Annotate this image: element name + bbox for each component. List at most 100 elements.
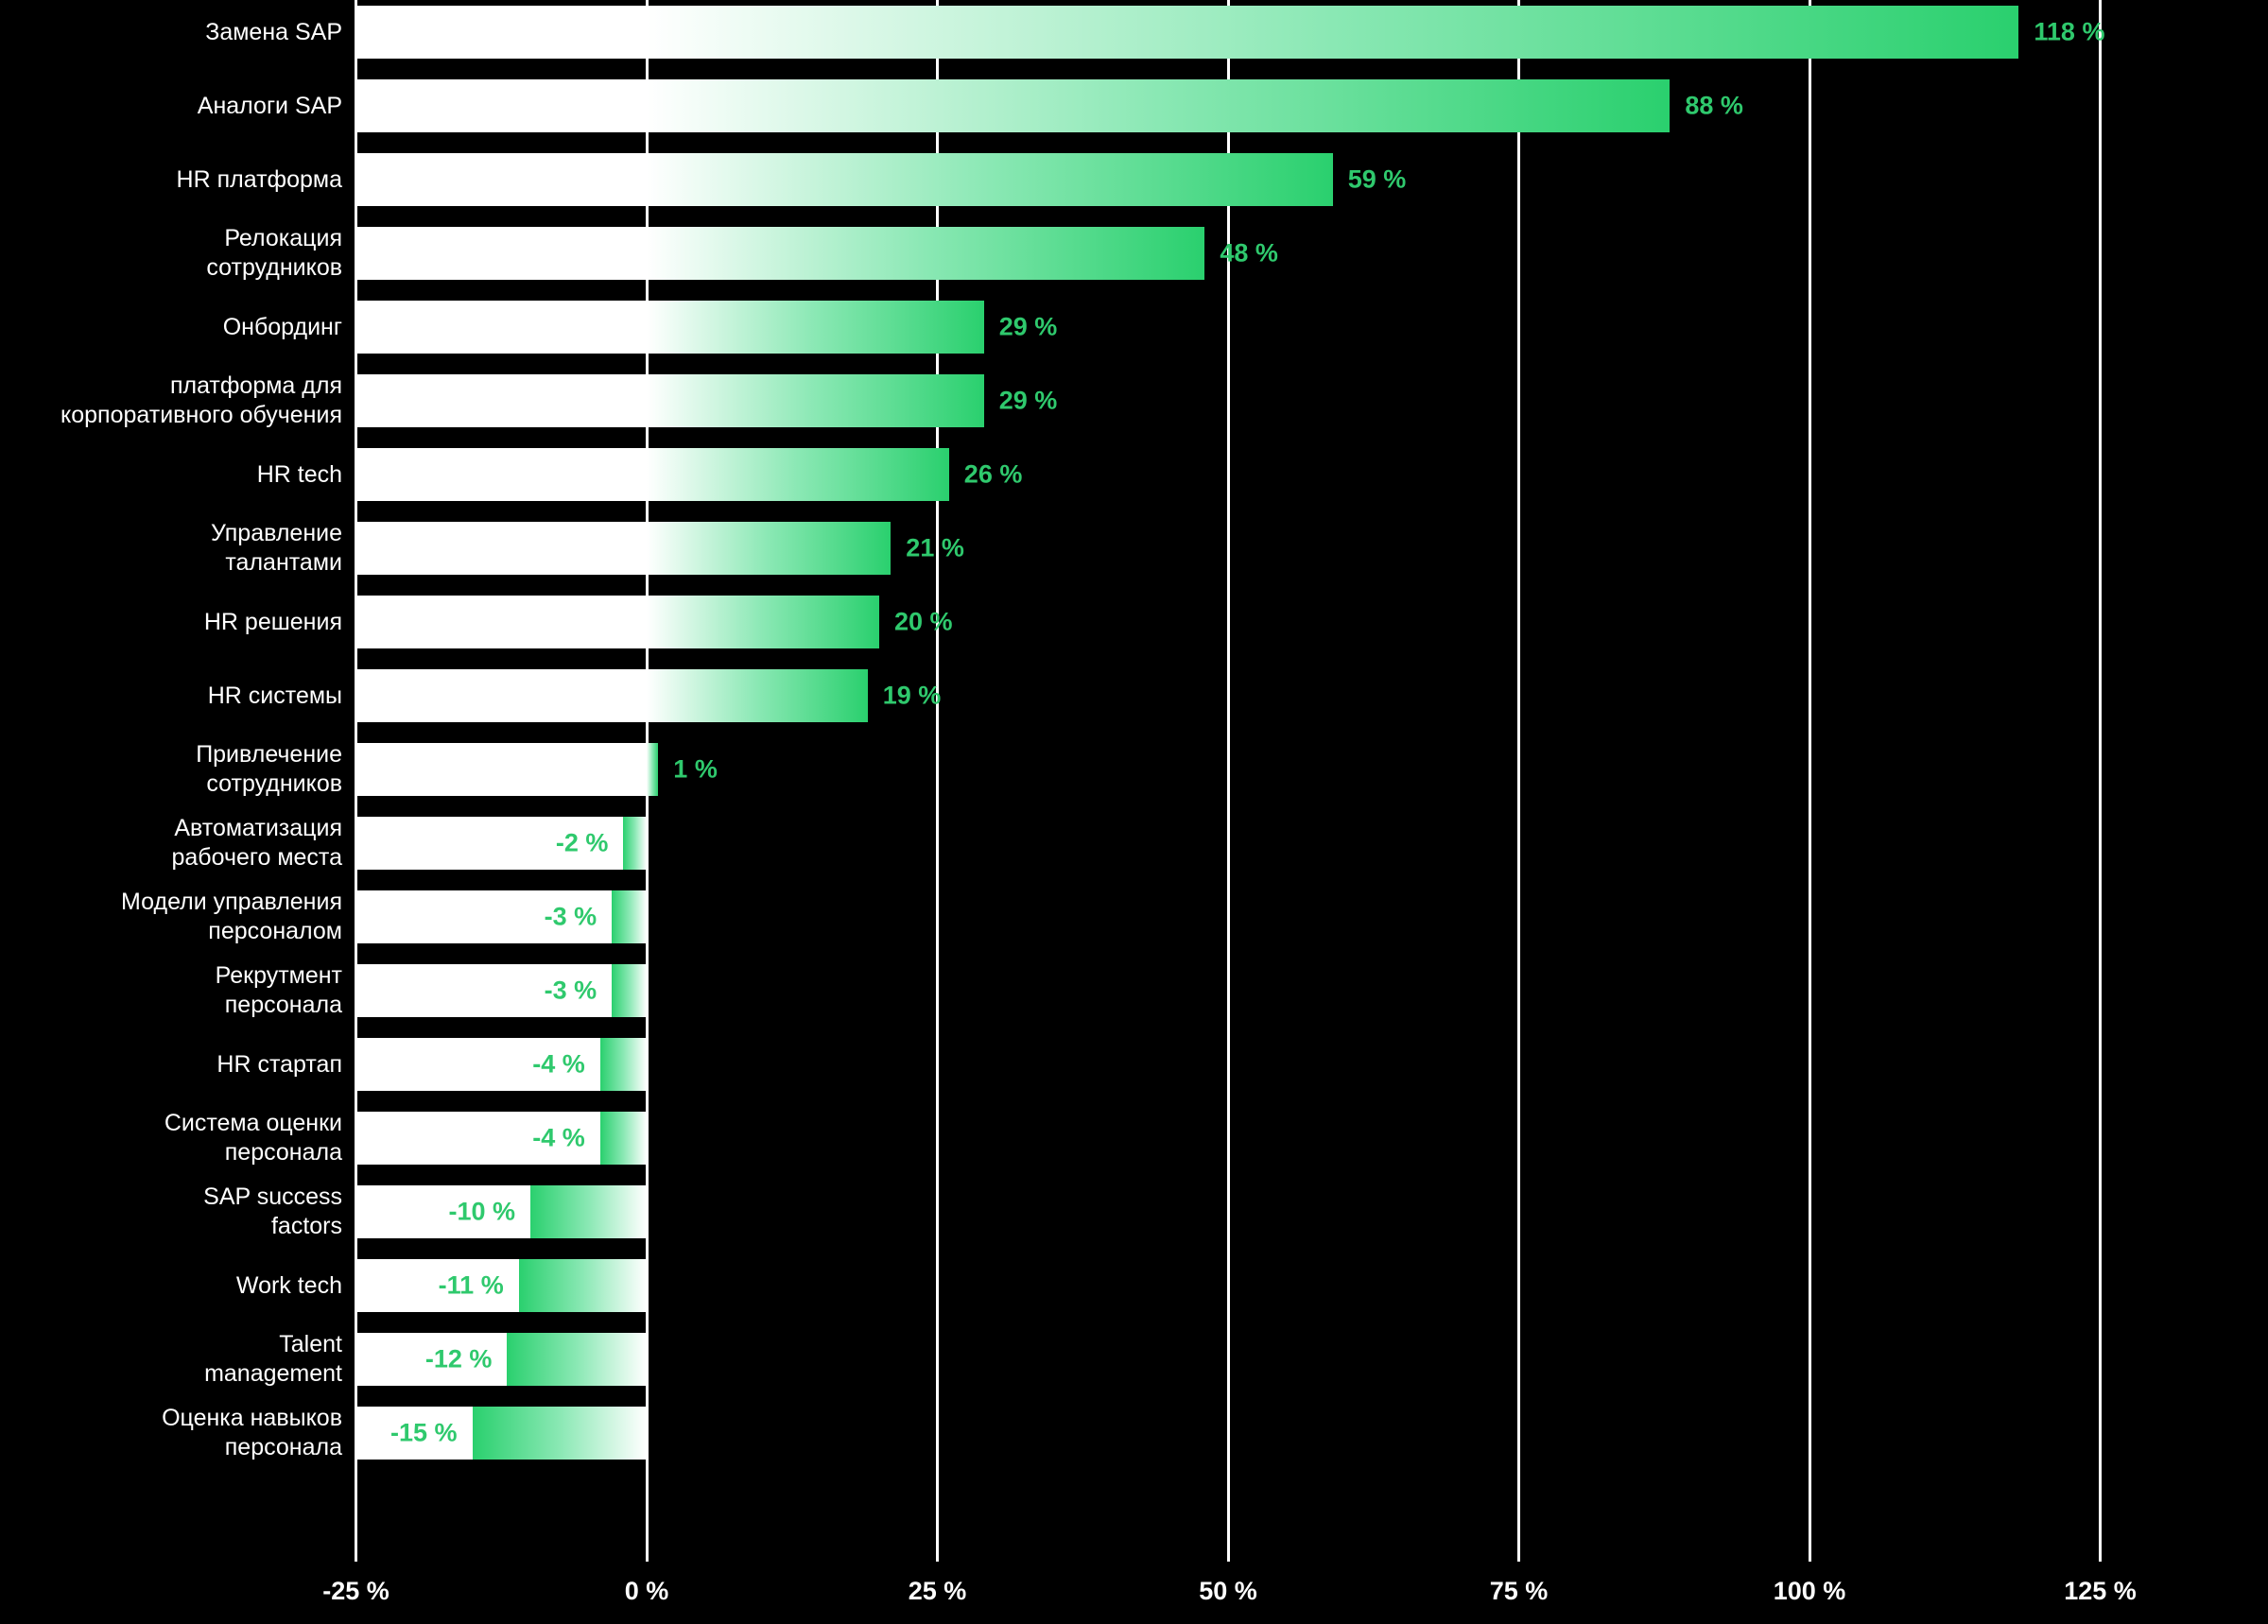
bar (472, 1407, 647, 1460)
bar (647, 522, 892, 575)
value-label: 29 % (998, 312, 1058, 341)
category-label-text: HR решения (203, 608, 342, 635)
value-label: -15 % (390, 1418, 458, 1447)
category-label: HR платформа (11, 153, 342, 206)
gridline (2099, 0, 2102, 1562)
category-label-text: Talent management (204, 1331, 342, 1387)
category-label: Управление талантами (11, 520, 342, 576)
bar-track (356, 817, 647, 870)
value-label: 1 % (673, 754, 718, 784)
category-label: Система оценки персонала (11, 1110, 342, 1166)
gridline (936, 0, 939, 1562)
gridline (1808, 0, 1811, 1562)
bar (647, 79, 1671, 132)
value-label: -4 % (532, 1049, 585, 1079)
value-label: -11 % (438, 1270, 504, 1300)
value-label: 26 % (963, 459, 1023, 489)
bar-track (356, 964, 647, 1017)
value-label: 59 % (1347, 164, 1407, 194)
bar (518, 1259, 647, 1312)
bar-track (356, 227, 647, 280)
category-label-text: HR стартап (216, 1050, 342, 1078)
category-label-text: Work tech (235, 1271, 342, 1299)
category-label: Аналоги SAP (11, 79, 342, 132)
x-axis-tick-label: 25 % (908, 1577, 967, 1605)
bar-track (356, 669, 647, 722)
bar (647, 743, 659, 796)
bar (612, 890, 647, 943)
value-label: 88 % (1685, 91, 1743, 120)
bar (530, 1185, 647, 1238)
bar (647, 374, 984, 427)
value-label: 21 % (906, 533, 964, 562)
category-label-text: Модели управления персоналом (121, 889, 342, 944)
category-label-text: Автоматизация рабочего места (171, 815, 343, 871)
bar-track (356, 890, 647, 943)
value-label: -2 % (555, 828, 609, 857)
category-label: Замена SAP (11, 6, 342, 59)
x-axis-tick-label: -25 % (322, 1577, 390, 1605)
x-axis-tick-label: 0 % (624, 1577, 669, 1605)
category-label: HR tech (11, 448, 342, 501)
gridline (1517, 0, 1520, 1562)
gridline (355, 0, 357, 1562)
bar (647, 153, 1333, 206)
category-label-text: Привлечение сотрудников (196, 741, 342, 797)
category-label-text: HR платформа (176, 165, 342, 193)
value-label: 29 % (998, 386, 1058, 415)
category-label-text: платформа для корпоративного обучения (61, 372, 342, 428)
category-label: Рекрутмент персонала (11, 962, 342, 1018)
category-label-text: HR tech (256, 460, 342, 488)
category-label: платформа для корпоративного обучения (11, 372, 342, 428)
bar (647, 6, 2019, 59)
bar-track (356, 522, 647, 575)
bar (647, 448, 949, 501)
category-label: Work tech (11, 1259, 342, 1312)
bar-track (356, 448, 647, 501)
bar-track (356, 1112, 647, 1165)
x-axis-tick-label: 100 % (1773, 1577, 1846, 1605)
category-label: HR стартап (11, 1038, 342, 1091)
value-label: 19 % (882, 681, 942, 710)
bar-track (356, 1038, 647, 1091)
category-label: Онбординг (11, 301, 342, 354)
category-label: Релокация сотрудников (11, 225, 342, 281)
category-label: HR решения (11, 596, 342, 648)
category-label-text: Управление талантами (211, 520, 342, 576)
value-label: 118 % (2034, 17, 2105, 46)
category-label: HR системы (11, 669, 342, 722)
bar-track (356, 596, 647, 648)
gridline (1226, 0, 1230, 1562)
bar (623, 817, 647, 870)
x-axis-tick-label: 50 % (1199, 1577, 1257, 1605)
x-axis-tick-label: 125 % (2064, 1577, 2137, 1605)
bar (599, 1038, 647, 1091)
bar (647, 596, 879, 648)
bar-track (356, 79, 647, 132)
category-label: Оценка навыков персонала (11, 1405, 342, 1460)
bar-track (356, 6, 647, 59)
category-label: Модели управления персоналом (11, 889, 342, 944)
category-label-text: Аналоги SAP (197, 92, 342, 119)
category-label-text: HR системы (207, 682, 342, 709)
category-label-text: Оценка навыков персонала (162, 1405, 342, 1460)
category-label: Привлечение сотрудников (11, 741, 342, 797)
bar-track (356, 153, 647, 206)
value-label: 20 % (894, 607, 953, 636)
category-label: Talent management (11, 1331, 342, 1387)
bar (647, 669, 868, 722)
bar (647, 301, 984, 354)
category-label-text: Онбординг (222, 313, 342, 340)
bar-track (356, 743, 647, 796)
category-label-text: SAP success factors (203, 1183, 342, 1239)
value-label: -10 % (448, 1197, 515, 1226)
bar-track (356, 301, 647, 354)
bar (507, 1333, 647, 1386)
bar (612, 964, 647, 1017)
value-label: -12 % (424, 1344, 493, 1373)
category-label-text: Рекрутмент персонала (215, 962, 342, 1018)
bar (599, 1112, 647, 1165)
category-label: Автоматизация рабочего места (11, 815, 343, 871)
category-label-text: Релокация сотрудников (206, 225, 342, 281)
